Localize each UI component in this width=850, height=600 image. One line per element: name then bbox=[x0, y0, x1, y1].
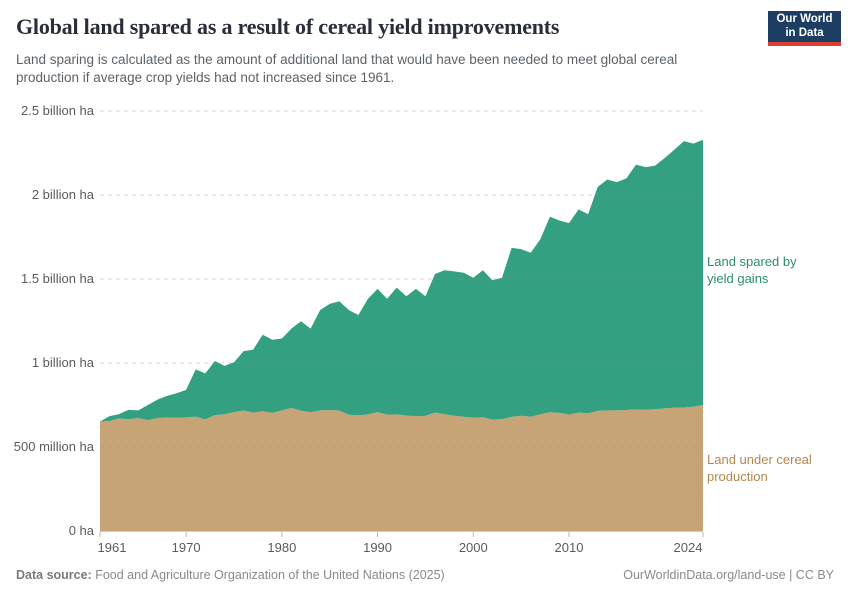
x-axis-label: 1970 bbox=[171, 540, 201, 555]
x-axis-label: 1961 bbox=[97, 540, 127, 555]
page-title: Global land spared as a result of cereal… bbox=[16, 14, 560, 39]
y-axis-label: 2 billion ha bbox=[31, 187, 94, 202]
data-source-note: Data source: Food and Agriculture Organi… bbox=[16, 568, 445, 582]
series-label-land-spared-by-yield-gains: Land spared by yield gains bbox=[707, 254, 797, 286]
owid-logo[interactable]: Our World in Data bbox=[768, 11, 841, 46]
x-axis-label: 2010 bbox=[554, 540, 584, 555]
owid-logo-line2: in Data bbox=[785, 26, 824, 39]
owid-logo-line1: Our World bbox=[776, 12, 833, 25]
chart-footer: Data source: Food and Agriculture Organi… bbox=[16, 568, 834, 582]
x-axis-label: 2000 bbox=[458, 540, 488, 555]
data-source-label: Data source: bbox=[16, 568, 92, 582]
series-label-land-under-cereal-production: Land under cereal production bbox=[707, 452, 812, 484]
y-axis-label: 1.5 billion ha bbox=[21, 271, 94, 286]
area-land-under-cereal-production[interactable] bbox=[100, 405, 703, 531]
data-source-text: Food and Agriculture Organization of the… bbox=[91, 568, 445, 582]
owid-url-link[interactable]: OurWorldinData.org/land-use | CC BY bbox=[623, 568, 834, 582]
y-axis-label: 2.5 billion ha bbox=[21, 103, 94, 118]
x-axis-label: 1980 bbox=[267, 540, 297, 555]
y-axis-label: 1 billion ha bbox=[31, 355, 94, 370]
y-axis-label: 500 million ha bbox=[13, 439, 94, 454]
x-axis-label: 2024 bbox=[673, 540, 703, 555]
chart-subtitle: Land sparing is calculated as the amount… bbox=[16, 52, 678, 85]
x-axis-label: 1990 bbox=[363, 540, 393, 555]
y-axis-label: 0 ha bbox=[68, 523, 94, 538]
area-land-spared-by-yield-gains[interactable] bbox=[100, 139, 703, 422]
